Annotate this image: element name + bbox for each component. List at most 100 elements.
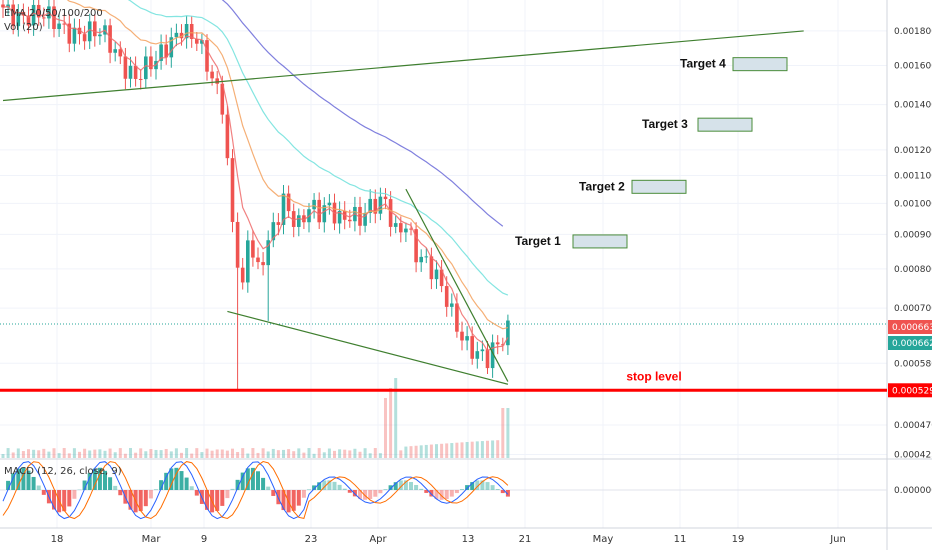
ema-legend-label[interactable]: EMA 20/50/100/200 <box>4 8 103 19</box>
candle-body <box>480 349 485 352</box>
candle-body <box>144 56 148 80</box>
target-label: Target 1 <box>515 234 561 248</box>
time-axis[interactable]: 18 Mar 9 23 Apr 13 21 May 11 19 Jun <box>51 534 846 545</box>
volume-bar <box>220 449 224 458</box>
volume-legend-label[interactable]: Vol (20) <box>4 22 43 33</box>
volume-bar <box>62 448 66 458</box>
candle-body <box>251 240 255 258</box>
candle-body <box>93 21 97 37</box>
macd-histogram-bar <box>347 490 352 493</box>
time-tick-label: 21 <box>519 534 532 545</box>
ema-100-line <box>127 0 509 296</box>
macd-histogram-bar <box>31 476 36 490</box>
macd-histogram-bar <box>383 489 388 490</box>
macd-histogram-bar <box>281 490 286 511</box>
volume-bar <box>83 448 87 458</box>
price-marker-box <box>888 383 932 398</box>
volume-bar <box>215 449 219 458</box>
macd-histogram-bar <box>220 490 225 506</box>
macd-histogram-bar <box>159 480 164 490</box>
volume-bar <box>190 453 194 458</box>
macd-histogram-bar <box>312 485 317 490</box>
macd-histogram-bar <box>21 467 26 490</box>
volume-bar <box>78 451 81 458</box>
candle-body <box>189 24 194 39</box>
volume-bar <box>118 448 122 458</box>
macd-histogram-bar <box>164 472 169 490</box>
volume-bar <box>276 450 280 458</box>
macd-histogram-bar <box>352 490 357 497</box>
volume-bar <box>287 449 291 458</box>
macd-histogram-bar <box>419 488 424 490</box>
volume-bar <box>424 444 428 458</box>
macd-histogram-bar <box>148 490 153 499</box>
volume-bar <box>455 442 459 458</box>
ema-200-line <box>221 0 504 227</box>
price-marker-label: 0.000663 <box>892 323 932 333</box>
macd-histogram-bar <box>205 490 209 510</box>
macd-histogram-bar <box>505 490 510 497</box>
candle-body <box>220 83 225 115</box>
candle-body <box>439 269 444 287</box>
candle-body <box>149 56 153 70</box>
volume-bar <box>435 444 438 458</box>
macd-histogram-bar <box>266 486 271 490</box>
time-tick-label: 23 <box>305 534 318 545</box>
macd-histogram-bar <box>495 489 500 490</box>
macd-histogram-bar <box>424 490 429 493</box>
macd-histogram-bar <box>409 481 413 490</box>
candle-body <box>31 4 36 26</box>
volume-bar <box>302 452 306 458</box>
candle-body <box>506 320 510 346</box>
volume-bar <box>470 441 474 458</box>
price-marker-box <box>888 320 932 334</box>
macd-histogram-bar <box>475 480 480 490</box>
wedge-upper-line <box>405 188 509 382</box>
volume-bar <box>429 444 433 458</box>
volume-bar <box>52 448 56 458</box>
volume-bar <box>67 453 71 458</box>
macd-histogram-bar <box>439 490 444 500</box>
candle-body <box>123 56 128 79</box>
volume-bar <box>399 450 403 458</box>
macd-histogram-bar <box>174 467 179 490</box>
trend-lines <box>2 30 804 385</box>
volume-bar <box>113 452 117 458</box>
macd-histogram-bar <box>225 490 230 499</box>
macd-histogram-bar <box>256 471 260 490</box>
candle-body <box>419 256 423 263</box>
candle-body <box>67 23 72 44</box>
macd-histogram-bar <box>449 490 454 497</box>
macd-histogram-bar <box>92 468 97 490</box>
macd-histogram-bar <box>485 482 490 490</box>
volume-bar <box>251 448 255 458</box>
volume-bar <box>164 448 168 458</box>
volume-bars <box>1 378 510 458</box>
macd-histogram-bar <box>245 468 250 490</box>
volume-bar <box>491 440 495 458</box>
volume-bar <box>389 388 393 458</box>
macd-legend-label[interactable]: MACD (12, 26, close, 9) <box>4 466 122 477</box>
volume-bar <box>225 450 229 458</box>
macd-histogram-bar <box>184 477 189 490</box>
long-trend-line <box>2 30 804 102</box>
volume-bar <box>108 448 112 458</box>
candle-body <box>195 38 199 44</box>
volume-bar <box>348 450 352 458</box>
macd-histogram-bar <box>490 485 495 490</box>
macd-histogram-bar <box>291 490 296 511</box>
volume-bar <box>210 450 214 458</box>
candle-body <box>465 336 469 341</box>
candle-body <box>363 212 367 226</box>
macd-histogram-bar <box>113 485 118 490</box>
volume-bar <box>358 451 362 458</box>
volume-bar <box>103 450 107 458</box>
macd-histogram-bar <box>342 488 347 490</box>
macd-histogram-bar <box>500 490 505 494</box>
candle-body <box>475 351 480 359</box>
